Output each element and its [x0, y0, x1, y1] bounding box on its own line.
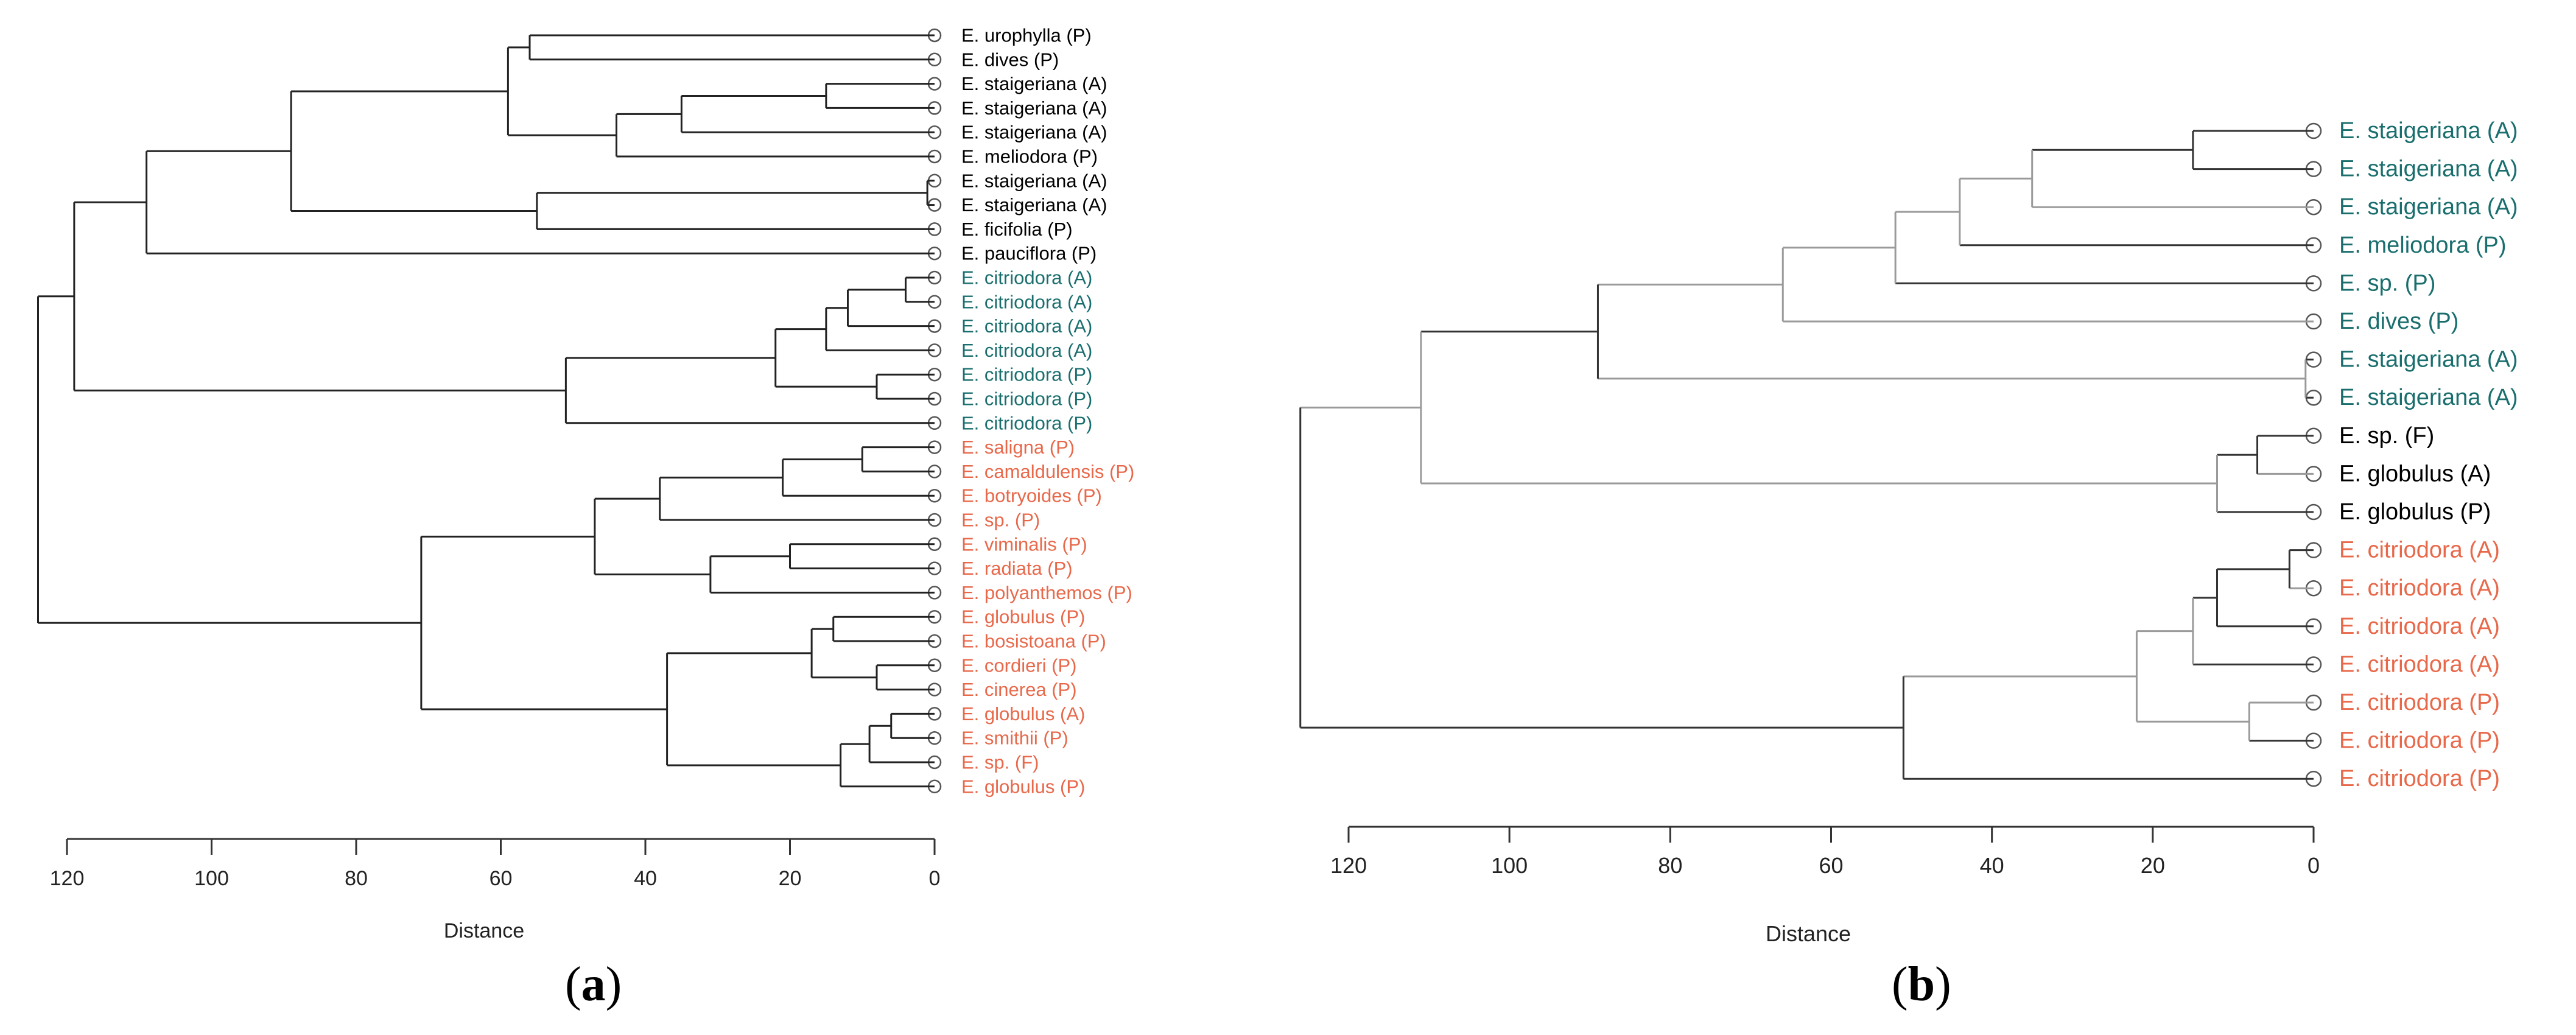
leaf-label: E. staigeriana (A)	[2339, 118, 2518, 144]
dendrogram-a: E. urophylla (P) E. dives (P) E. staigeria…	[37, 25, 1134, 942]
axis-tick-label: 20	[2141, 853, 2165, 878]
leaf-label: E. globulus (A)	[2339, 461, 2491, 486]
leaf-label: E. citriodora (P)	[961, 412, 1092, 433]
leaf-label: E. globulus (A)	[961, 703, 1085, 724]
distance-axis: 120 100 80 60 40 20 0 Distance	[1330, 826, 2320, 946]
leaf-label: E. citriodora (P)	[2339, 766, 2500, 791]
axis-tick-label: 0	[929, 867, 941, 890]
leaf-label: E. polyanthemos (P)	[961, 582, 1132, 603]
leaf-label: E. staigeriana (A)	[961, 194, 1107, 216]
axis-tick-label: 100	[1491, 853, 1528, 878]
leaf-label: E. globulus (P)	[961, 776, 1085, 797]
axis-tick-label: 100	[194, 867, 229, 890]
panel-caption-a: (a)	[565, 958, 622, 1011]
leaf-label: E. sp. (P)	[961, 510, 1040, 531]
leaf-label: E. viminalis (P)	[961, 533, 1087, 555]
dendrogram-b: E. staigeriana (A) E. staigeriana (A) E. s…	[1299, 118, 2518, 946]
leaf-label: E. staigeriana (A)	[2339, 385, 2518, 410]
leaf-label: E. staigeriana (A)	[961, 97, 1107, 119]
axis-tick-label: 40	[634, 867, 657, 890]
axis-tick-label: 20	[779, 867, 802, 890]
leaf-label: E. citriodora (P)	[2339, 728, 2500, 754]
leaf-label: E. dives (P)	[961, 49, 1059, 70]
leaf-label: E. camaldulensis (P)	[961, 461, 1134, 482]
distance-axis: 120 100 80 60 40 20 0 Distance	[50, 838, 941, 942]
leaf-label: E. citriodora (A)	[2339, 538, 2500, 563]
leaf-label: E. citriodora (A)	[961, 267, 1092, 289]
leaf-label: E. smithii (P)	[961, 728, 1069, 749]
leaf-label: E. globulus (P)	[961, 606, 1085, 628]
leaf-label: E. citriodora (A)	[961, 315, 1092, 337]
axis-tick-label: 40	[1980, 853, 2004, 878]
leaf-label: E. staigeriana (A)	[961, 170, 1107, 191]
axis-tick-label: 120	[1330, 853, 1367, 878]
leaf-label: E. citriodora (P)	[2339, 690, 2500, 715]
leaf-label: E. citriodora (P)	[961, 388, 1092, 410]
leaf-label: E. dives (P)	[2339, 309, 2458, 334]
panel-caption-b: (b)	[1892, 958, 1951, 1011]
axis-title: Distance	[1766, 921, 1851, 946]
leaf-label: E. sp. (F)	[961, 752, 1039, 773]
leaf-label: E. meliodora (P)	[2339, 233, 2507, 258]
axis-tick-label: 80	[345, 867, 368, 890]
leaf-label: E. globulus (P)	[2339, 499, 2491, 525]
leaf-label: E. sp. (F)	[2339, 423, 2434, 449]
leaf-label: E. meliodora (P)	[961, 146, 1098, 167]
leaf-label: E. cinerea (P)	[961, 679, 1077, 700]
leaf-label: E. staigeriana (A)	[2339, 347, 2518, 373]
leaf-label: E. staigeriana (A)	[961, 122, 1107, 143]
axis-tick-label: 0	[2308, 853, 2320, 878]
axis-tick-label: 60	[490, 867, 513, 890]
axis-tick-label: 80	[1658, 853, 1682, 878]
axis-tick-label: 60	[1819, 853, 1843, 878]
leaf-label: E. citriodora (A)	[2339, 575, 2500, 601]
axis-title: Distance	[444, 919, 524, 942]
leaf-label: E. urophylla (P)	[961, 25, 1092, 46]
leaf-label: E. staigeriana (A)	[2339, 156, 2518, 182]
leaf-label: E. citriodora (P)	[961, 364, 1092, 385]
leaf-label: E. staigeriana (A)	[2339, 194, 2518, 220]
leaf-label: E. bosistoana (P)	[961, 631, 1106, 652]
leaf-label: E. botryoides (P)	[961, 485, 1102, 507]
leaf-label: E. citriodora (A)	[2339, 614, 2500, 639]
leaf-label: E. saligna (P)	[961, 437, 1075, 458]
leaf-label: E. ficifolia (P)	[961, 219, 1073, 240]
leaf-label: E. radiata (P)	[961, 558, 1073, 579]
leaf-label: E. citriodora (A)	[961, 340, 1092, 361]
axis-tick-label: 120	[50, 867, 85, 890]
leaf-label: E. staigeriana (A)	[961, 73, 1107, 94]
leaf-label: E. cordieri (P)	[961, 654, 1076, 676]
leaf-label: E. sp. (P)	[2339, 270, 2435, 296]
leaf-label: E. pauciflora (P)	[961, 243, 1097, 264]
leaf-label: E. citriodora (A)	[2339, 651, 2500, 677]
leaf-label: E. citriodora (A)	[961, 291, 1092, 312]
